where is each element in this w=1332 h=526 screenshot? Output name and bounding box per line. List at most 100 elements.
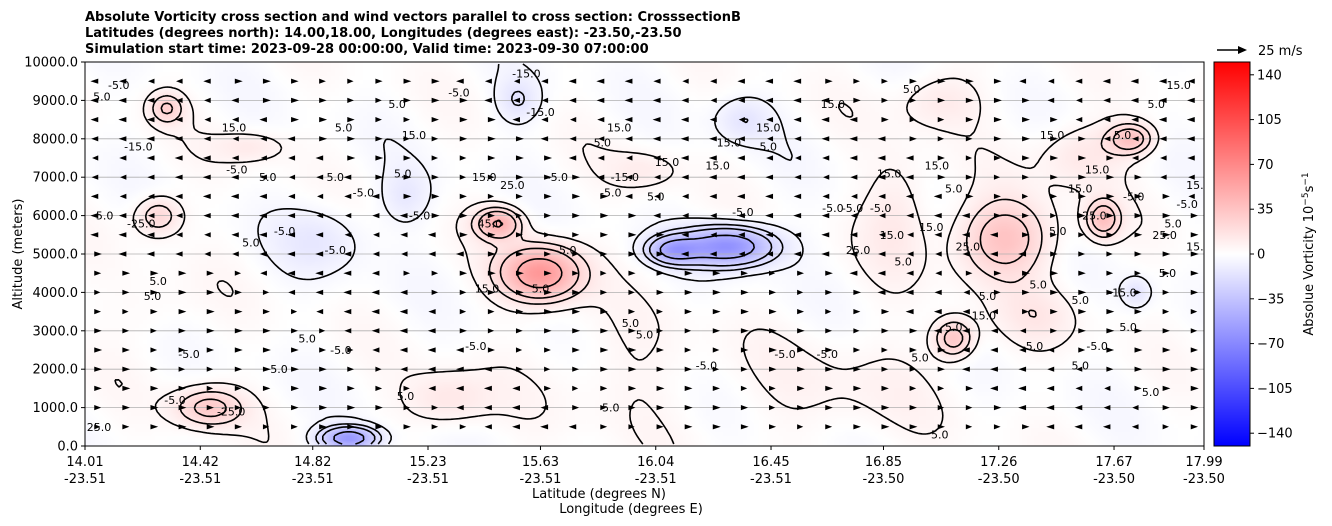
wind-vector-54: [484, 405, 492, 411]
wind-vector-301: [684, 289, 693, 295]
wind-vector-195: [1078, 347, 1086, 353]
wind-vector-47: [291, 405, 299, 411]
wind-vector-201: [122, 328, 130, 334]
wind-vector-472: [993, 213, 1002, 219]
wind-vector-50: [375, 405, 383, 411]
wind-vector-557: [1134, 174, 1142, 180]
wind-vector-300: [656, 289, 664, 295]
wind-vector-303: [740, 289, 749, 295]
wind-vector-95: [512, 385, 520, 391]
wind-vector-427: [849, 232, 858, 238]
wind-vector-371: [401, 251, 408, 257]
wind-vector-183: [740, 347, 749, 353]
wind-vector-77: [1132, 405, 1139, 411]
wind-vector-742: [710, 78, 717, 84]
wind-vector-460: [653, 213, 661, 219]
wind-vector-22: [712, 424, 721, 430]
wind-vector-536: [544, 174, 553, 180]
wind-vector-453: [459, 213, 468, 219]
wind-vector-179: [628, 347, 637, 353]
wind-vector-603: [174, 136, 183, 142]
wind-vector-530: [375, 174, 384, 180]
wind-vector-348: [877, 270, 886, 276]
wind-vector-548: [877, 174, 886, 180]
wind-vector-407: [287, 232, 296, 238]
y-tick-label-5: 5000.0: [33, 248, 79, 263]
wind-vector-539: [625, 174, 633, 180]
wind-vector-114: [1046, 385, 1055, 391]
contour-label-60: -5.0: [817, 348, 838, 361]
wind-vector-278: [1162, 309, 1170, 315]
wind-vector-521: [120, 174, 127, 180]
wind-vector-208: [319, 328, 326, 334]
wind-vector-706: [821, 97, 830, 103]
wind-vector-538: [596, 174, 605, 180]
wind-vector-243: [178, 309, 187, 315]
wind-vector-645: [232, 117, 239, 123]
wind-vector-426: [821, 232, 830, 238]
wind-vector-63: [740, 405, 749, 411]
contour-label-57: -5.0: [842, 202, 863, 215]
wind-vector-10: [375, 424, 384, 430]
wind-vector-703: [738, 97, 745, 103]
wind-vector-274: [1050, 309, 1058, 315]
x-tick-lat-1: 14.42: [182, 455, 219, 470]
wind-vector-149: [909, 366, 916, 372]
wind-vector-616: [540, 136, 549, 142]
wind-vector-336: [544, 270, 552, 276]
wind-vector-106: [825, 385, 834, 391]
contour-label-55: 15.0: [821, 98, 846, 111]
wind-vector-12: [431, 424, 439, 430]
wind-vector-487: [288, 193, 296, 199]
wind-vector-405: [231, 232, 239, 238]
wind-vector-621: [680, 136, 689, 142]
wind-vector-529: [343, 174, 352, 180]
wind-vector-263: [740, 309, 749, 315]
wind-vector-652: [431, 117, 439, 123]
x-tick-lat-4: 15.63: [522, 455, 559, 470]
wind-vector-370: [372, 251, 380, 257]
wind-vector-477: [1134, 213, 1143, 219]
wind-vector-586: [822, 155, 830, 161]
wind-vector-96: [544, 385, 552, 391]
wind-vector-468: [879, 213, 886, 219]
contour-label-13: 5.0: [259, 171, 277, 184]
wind-vector-423: [738, 232, 745, 238]
contour-label-2: -15.0: [124, 140, 152, 153]
wind-vector-506: [822, 193, 830, 199]
wind-vector-679: [1186, 117, 1195, 123]
wind-vector-156: [1106, 366, 1114, 372]
contour-label-44: 5.0: [622, 317, 640, 330]
wind-vector-193: [1019, 347, 1027, 353]
contour-label-3: 5.0: [96, 210, 114, 223]
wind-vector-252: [428, 309, 436, 315]
wind-vector-666: [821, 117, 830, 123]
wind-vector-734: [484, 78, 492, 84]
contour-label-20: 5.0: [335, 121, 353, 134]
wind-vector-428: [878, 232, 886, 238]
wind-vector-21: [684, 424, 693, 430]
wind-vector-401: [118, 232, 127, 238]
wind-vector-351: [965, 270, 973, 276]
contour-label-17: 5.0: [270, 363, 288, 376]
wind-vector-467: [850, 213, 858, 219]
wind-vector-519: [1188, 193, 1195, 199]
wind-vector-78: [1162, 405, 1170, 411]
wind-vector-484: [202, 193, 211, 199]
wind-vector-594: [1050, 155, 1059, 161]
chart-title-line-2: Latitudes (degrees north): 14.00,18.00, …: [85, 26, 682, 41]
wind-vector-90: [375, 385, 383, 391]
wind-vector-67: [853, 405, 862, 411]
wind-vector-275: [1078, 309, 1087, 315]
wind-vector-87: [291, 385, 299, 391]
wind-vector-457: [572, 213, 580, 219]
wind-vector-376: [544, 251, 551, 257]
wind-vector-697: [569, 97, 577, 103]
colorbar-label-unit: s: [1302, 185, 1317, 192]
wind-vector-654: [487, 117, 496, 123]
wind-vector-266: [825, 309, 832, 315]
colorbar-tick-label-0: 140: [1257, 68, 1282, 83]
wind-vector-223: [740, 328, 749, 334]
wind-vector-719: [1187, 97, 1195, 103]
wind-vector-261: [684, 309, 692, 315]
